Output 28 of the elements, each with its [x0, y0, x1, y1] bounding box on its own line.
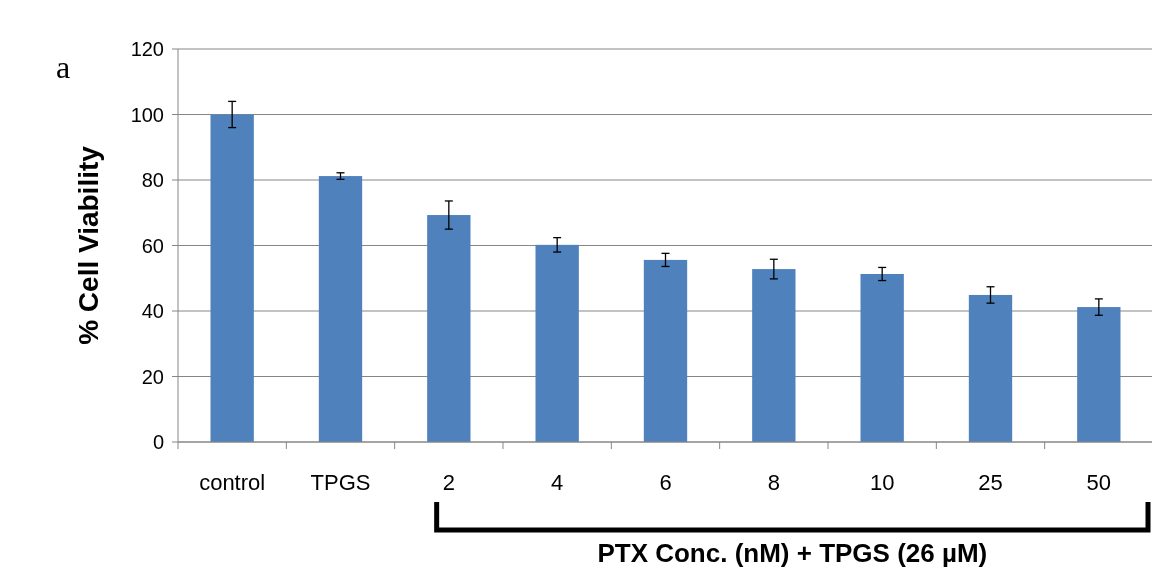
x-tick-label: TPGS	[310, 470, 371, 495]
x-tick-label: 8	[767, 470, 780, 495]
bar	[968, 294, 1013, 442]
x-tick-label: 6	[659, 470, 672, 495]
y-tick-label: 80	[141, 169, 164, 191]
bar	[210, 114, 254, 442]
bar	[535, 244, 579, 442]
bar	[318, 176, 363, 442]
x-tick-label: 2	[442, 470, 455, 495]
y-tick-label: 40	[141, 300, 164, 322]
text: a	[56, 49, 71, 85]
x-tick-label: 25	[978, 470, 1003, 495]
y-tick-label: 20	[141, 365, 164, 388]
bar	[427, 215, 471, 442]
x-tick-label: 4	[551, 470, 564, 495]
y-tick-label: 120	[130, 38, 164, 60]
x-tick-label: control	[199, 470, 266, 495]
x-axis-title: PTX Conc. (nM) + TPGS (26 µM)	[597, 538, 988, 568]
y-tick-label: 0	[152, 431, 164, 453]
x-tick-label: 50	[1086, 470, 1112, 495]
bar	[643, 259, 688, 442]
y-tick-label: 60	[141, 234, 164, 257]
bar	[752, 269, 796, 442]
x-tick-label: 10	[869, 470, 895, 495]
y-tick-label: 100	[130, 103, 164, 126]
bar	[1077, 307, 1121, 442]
y-axis-title: % Cell Viability	[73, 145, 104, 345]
bar	[860, 273, 904, 442]
